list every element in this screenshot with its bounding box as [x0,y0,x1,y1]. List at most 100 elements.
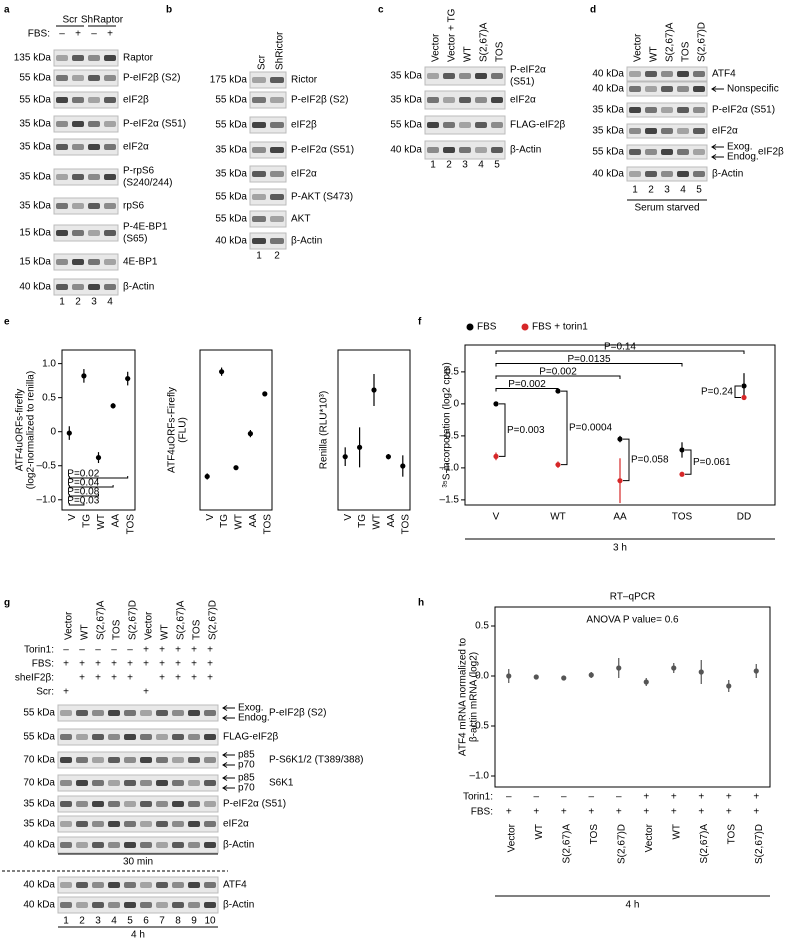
band [443,122,455,128]
lane-header: WT [160,624,171,640]
band [252,122,266,128]
band [661,107,673,113]
plot-frame [494,606,771,788]
lane-number: 5 [127,916,133,927]
band [204,842,216,848]
lane-header: S(2,67)A [176,600,187,640]
protein-label: Rictor [291,75,318,86]
condition-name: FBS: [471,807,493,818]
lane-header: S(2,67)A [665,22,676,62]
protein-label: P-eIF2β (S2) [123,73,180,84]
panel-letter: b [166,5,172,16]
band [188,734,200,740]
lane-number: 3 [91,297,97,308]
band [104,97,116,103]
protein-label: P-rpS6 [123,166,155,177]
dot [81,373,87,379]
dot [679,447,685,453]
band [56,203,68,209]
dot [616,665,622,671]
protein-label: eIF2β [123,95,149,106]
band [475,122,487,128]
dot [357,444,363,450]
condition-name: Torin1: [463,792,493,803]
kda-label: 35 kDa [592,105,624,116]
arrow-label: p85 [238,773,255,784]
blot-strip [249,91,287,109]
condition-value: – [95,645,101,656]
band [645,128,657,134]
protein-label: (S65) [123,234,147,245]
condition-value: – [79,645,85,656]
lane-group: Scr [63,15,79,26]
band [427,122,439,128]
protein-label: P-eIF2α (S51) [291,145,354,156]
plot-frame [337,349,411,511]
lane-number: 1 [59,297,65,308]
band [172,882,184,888]
p-value: P=0.0004 [569,423,613,434]
condition-value: + [127,659,133,670]
lane-number: 9 [191,916,197,927]
band [629,71,641,77]
x-tick-label: TOS [125,514,136,535]
band [72,97,84,103]
band [693,128,705,134]
arrow-label: Nonspecific [727,84,779,95]
condition-value: + [143,659,149,670]
blot-strip [249,71,287,89]
blot-strip [249,188,287,206]
band [491,122,503,128]
x-axis-label: 4 h [626,900,640,911]
blot-strip [53,115,119,133]
protein-label: eIF2β [758,147,784,158]
lane-number: 5 [696,185,702,196]
kda-label: 15 kDa [19,228,51,239]
band [72,174,84,180]
band [56,144,68,150]
condition-value: + [79,673,85,684]
lane-number: 2 [79,916,85,927]
band [124,902,136,908]
kda-label: 55 kDa [215,95,247,106]
band [60,710,72,716]
condition-value: + [643,807,649,818]
kda-label: 15 kDa [19,257,51,268]
lane-header: Vector [64,611,75,640]
y-tick-label: 0.5 [475,621,489,632]
p-value: P=0.058 [631,455,669,466]
band [92,757,104,763]
band [645,149,657,155]
protein-label: (S240/244) [123,178,172,189]
band [693,149,705,155]
arrow-label: Endog. [727,152,759,163]
protein-label: P-eIF2α (S51) [712,105,775,116]
dot [371,387,377,393]
p-value: P=0.003 [507,425,545,436]
dot [66,430,72,436]
legend-label: FBS + torin1 [532,322,588,333]
p-bracket [495,388,559,392]
band [76,757,88,763]
band [104,55,116,61]
band [140,842,152,848]
footer: 4 h [131,930,145,940]
band [172,801,184,807]
band [443,97,455,103]
band [72,284,84,290]
protein-label: P-AKT (S473) [291,192,353,203]
kda-label: 70 kDa [23,755,55,766]
y-tick-label: –1.0 [37,494,57,505]
lane-number: 10 [204,916,216,927]
band [270,238,284,244]
protein-label: 4E-BP1 [123,257,158,268]
footer: Serum starved [634,203,699,214]
band [270,147,284,153]
dot [493,453,499,459]
kda-label: 55 kDa [592,147,624,158]
band [252,147,266,153]
band [693,71,705,77]
dot [233,465,239,471]
condition-value: + [79,659,85,670]
